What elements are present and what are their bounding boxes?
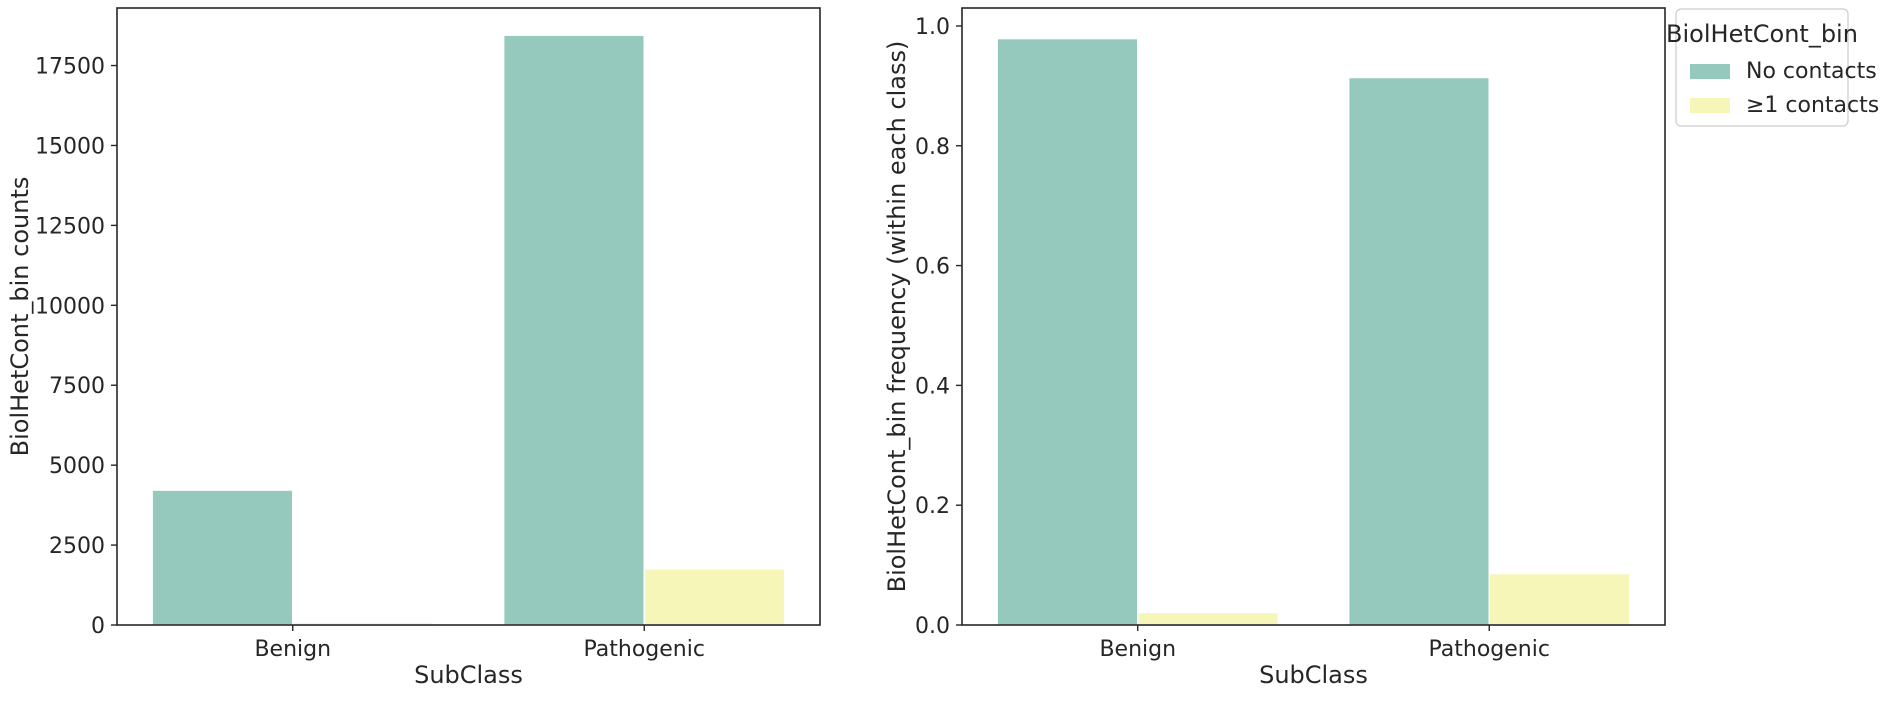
y-tick-label: 0.6 [915,255,950,280]
x-tick-label: Pathogenic [1429,637,1550,662]
y-tick-label: 1.0 [915,15,950,40]
x-tick-label: Benign [254,637,331,662]
y-tick-label: 0 [91,614,105,639]
legend-frame [1675,8,1849,127]
counts-chart-panel: 0 2500 5000 7500 10000 12500 15000 17500 Benign P… [6,7,821,689]
y-tick-label: 0.8 [915,135,950,160]
y-tick-label: 12500 [35,214,105,239]
legend-label: ≥1 contacts [1746,93,1879,118]
axes-frame [961,7,1666,626]
bar--1-contacts-benign [1137,611,1280,626]
legend-swatch [1690,98,1730,113]
bar--1-contacts-pathogenic [643,567,786,626]
bar-no-contacts-benign [996,37,1139,626]
x-tick-label: Pathogenic [584,637,705,662]
x-tick-label: Benign [1099,637,1176,662]
bar-no-contacts-benign [151,489,294,626]
y-tick-label: 15000 [35,134,105,159]
y-tick-label: 2500 [49,534,105,559]
bar-no-contacts-pathogenic [1347,76,1491,626]
bar-no-contacts-pathogenic [502,34,645,626]
y-axis-label: BiolHetCont_bin frequency (within each c… [883,41,911,593]
y-tick-label: 5000 [49,454,105,479]
y-tick-label: 0.2 [915,494,950,519]
legend-label: No contacts [1746,59,1877,84]
legend-swatch [1690,64,1730,79]
bar--1-contacts-pathogenic [1488,572,1631,626]
y-tick-label: 17500 [35,55,105,80]
y-tick-label: 0.0 [915,614,950,639]
y-tick-label: 10000 [35,294,105,319]
x-axis-label: SubClass [414,661,523,689]
x-axis-label: SubClass [1259,661,1368,689]
chart-legend: BiolHetCont_bin No contacts ≥1 contacts [1666,8,1879,127]
y-tick-label: 7500 [49,374,105,399]
legend-title: BiolHetCont_bin [1666,20,1858,48]
y-axis-label: BiolHetCont_bin counts [6,177,34,457]
axes-frame [116,7,821,626]
frequency-chart-panel: 0.0 0.2 0.4 0.6 0.8 1.0 Benign Pathogenic SubCla… [883,7,1666,689]
y-tick-label: 0.4 [915,374,950,399]
